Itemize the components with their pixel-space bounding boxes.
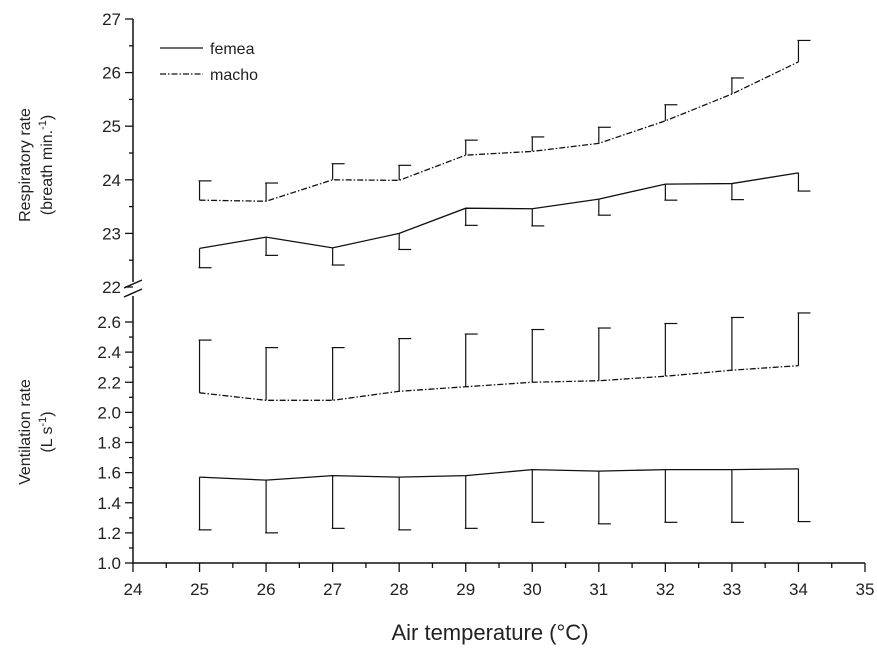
- y-tick-label: 1.2: [97, 524, 121, 543]
- bottom-ylabel: Ventilation rate: [17, 379, 34, 485]
- x-axis-title: Air temperature (°C): [391, 620, 588, 645]
- y-tick-label: 26: [102, 64, 121, 83]
- y-tick-label: 2.6: [97, 313, 121, 332]
- series-line-macho: [199, 365, 799, 401]
- y-tick-label: 22: [102, 278, 121, 297]
- x-tick-label: 25: [190, 580, 209, 599]
- x-tick-label: 29: [456, 580, 475, 599]
- y-tick-label: 2.4: [97, 343, 121, 362]
- x-tick-label: 30: [523, 580, 542, 599]
- series-line-macho: [199, 61, 799, 202]
- legend: femea macho: [160, 41, 258, 84]
- y-tick-label: 1.0: [97, 554, 121, 573]
- y-tick-label: 25: [102, 117, 121, 136]
- axis-break-mark: [123, 288, 143, 298]
- x-tick-label: 34: [789, 580, 808, 599]
- x-tick-label: 32: [656, 580, 675, 599]
- top-ylabel: Respiratory rate: [17, 108, 34, 222]
- top-ylabel-units: (breath min.-1): [37, 115, 56, 215]
- x-tick-label: 27: [323, 580, 342, 599]
- x-tick-label: 26: [257, 580, 276, 599]
- bottom-ylabel-units: (L s-1): [37, 411, 56, 452]
- x-tick-label: 35: [856, 580, 875, 599]
- legend-label-femea: femea: [210, 41, 255, 58]
- y-tick-label: 1.6: [97, 464, 121, 483]
- y-tick-label: 2.2: [97, 373, 121, 392]
- y-tick-label: 23: [102, 224, 121, 243]
- y-tick-label: 2.0: [97, 403, 121, 422]
- series-line-femea: [199, 172, 799, 250]
- y-tick-label: 1.4: [97, 494, 121, 513]
- y-tick-label: 1.8: [97, 434, 121, 453]
- y-tick-label: 24: [102, 171, 121, 190]
- legend-label-macho: macho: [210, 67, 258, 84]
- chart-marks: [198, 39, 811, 534]
- axes: 24 25 26 27 28 29 30 31 32 33 34 35 22 23 24 25 26 27 1.0 1…: [97, 10, 874, 599]
- y-tick-label: 27: [102, 10, 121, 29]
- x-tick-label: 24: [124, 580, 143, 599]
- series-line-femea: [199, 468, 799, 481]
- x-tick-label: 33: [722, 580, 741, 599]
- x-tick-label: 28: [390, 580, 409, 599]
- x-tick-label: 31: [589, 580, 608, 599]
